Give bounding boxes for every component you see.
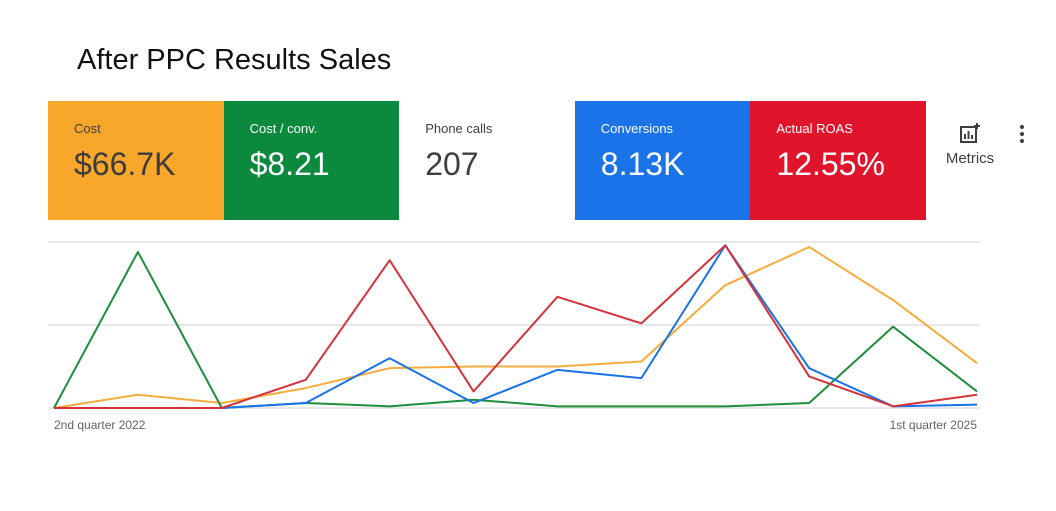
line-series — [54, 244, 978, 409]
scorecard-value: 12.55% — [776, 146, 885, 182]
scorecard-label: Cost — [74, 121, 101, 136]
line-series — [53, 245, 978, 409]
metrics-label: Metrics — [945, 150, 995, 167]
chart: 2nd quarter 2022 1st quarter 2025 — [48, 241, 980, 432]
scorecard[interactable]: Conversions 8.13K — [574, 101, 751, 220]
scorecard-label: Actual ROAS — [776, 121, 853, 136]
x-tick-label: 2nd quarter 2022 — [54, 418, 146, 432]
scorecard[interactable]: Phone calls 207 — [399, 101, 576, 220]
scorecard-label: Cost / conv. — [249, 121, 318, 136]
x-tick-label: 1st quarter 2025 — [890, 418, 978, 432]
scorecard-value: 8.13K — [600, 146, 685, 182]
line-series — [53, 250, 978, 409]
scorecard[interactable]: Cost $66.7K — [48, 101, 224, 220]
page-title: After PPC Results Sales — [77, 44, 392, 76]
scorecard-value: $8.21 — [249, 146, 330, 182]
metrics-button[interactable]: Metrics — [940, 122, 1000, 167]
more-menu[interactable] — [1016, 124, 1028, 144]
scorecard[interactable]: Cost / conv. $8.21 — [223, 101, 400, 220]
metrics-icon — [960, 123, 980, 143]
scorecard-value: $66.7K — [74, 146, 176, 182]
scorecard-value: 207 — [425, 146, 479, 182]
scorecard[interactable]: Actual ROAS 12.55% — [750, 101, 927, 220]
line-series — [54, 244, 978, 409]
scorecard-label: Phone calls — [425, 121, 493, 136]
scorecard-label: Conversions — [600, 121, 674, 136]
